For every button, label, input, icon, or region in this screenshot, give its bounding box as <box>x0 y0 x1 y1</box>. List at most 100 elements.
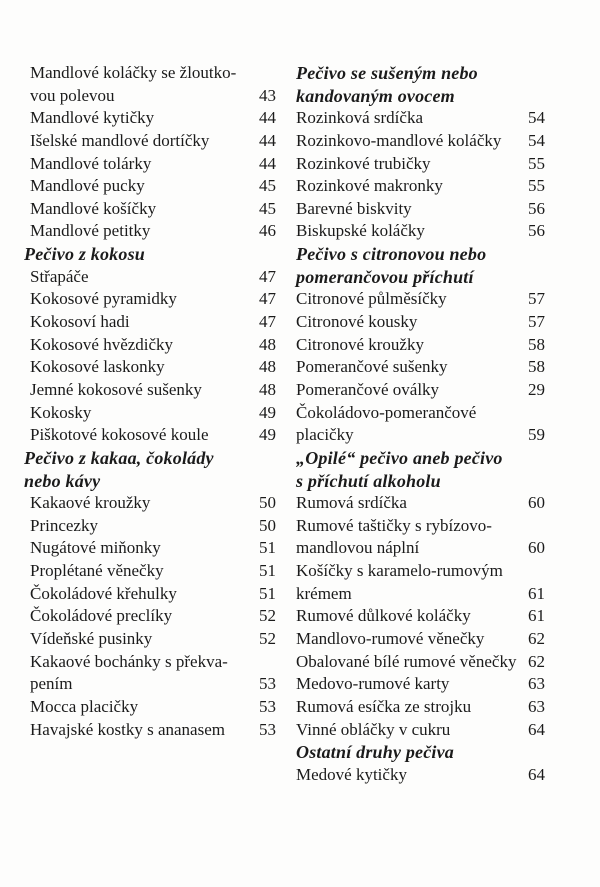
page-number: 63 <box>528 696 545 716</box>
entry-title: pením <box>30 674 73 694</box>
toc-entry: Mocca placičky 53 <box>30 696 276 719</box>
toc-entry: Proplétané věnečky 51 <box>30 560 276 583</box>
toc-entry: Nugátové miňonky 51 <box>30 537 276 560</box>
page-number: 51 <box>259 583 276 603</box>
page-number: 53 <box>259 719 276 739</box>
entry-title: Kokosové laskonky <box>30 357 165 377</box>
toc-entry: Barevné biskvity 56 <box>296 198 545 221</box>
toc-entry: Pomerančové sušenky 58 <box>296 356 545 379</box>
entry-title: Rozinkové makronky <box>296 176 443 196</box>
entry-title: Medovo-rumové karty <box>296 674 450 694</box>
page-number: 50 <box>259 493 276 513</box>
entry-title: Barevné biskvity <box>296 198 412 218</box>
page-number: 29 <box>528 379 545 399</box>
page-number: 57 <box>528 312 545 332</box>
entry-title: Mandlové košíčky <box>30 198 157 218</box>
entry-title: Vinné obláčky v cukru <box>296 719 451 739</box>
page-number: 55 <box>528 153 545 173</box>
toc-entry: Princezky 50 <box>30 515 276 538</box>
page-number: 45 <box>259 198 276 218</box>
entry-title: Kakaové kroužky <box>30 493 151 513</box>
entry-title: placičky <box>296 425 354 445</box>
toc-entry: Biskupské koláčky 56 <box>296 220 545 243</box>
section-heading: Pečivo z kokosu <box>24 243 276 266</box>
page-number: 61 <box>528 583 545 603</box>
entry-title: Rozinková srdíčka <box>296 108 423 128</box>
toc-entry: Rumová esíčka ze strojku 63 <box>296 696 545 719</box>
page-number: 56 <box>528 221 545 241</box>
entry-title: Kakaové bochánky s překva- <box>30 651 228 671</box>
page-number: 57 <box>528 289 545 309</box>
page-number: 48 <box>259 334 276 354</box>
page-number: 59 <box>528 425 545 445</box>
toc-column-left: Mandlové koláčky se žloutko-vou polevou 4… <box>24 62 276 741</box>
toc-entry: Vídeňské pusinky 52 <box>30 628 276 651</box>
entry-title: Citronové kousky <box>296 312 418 332</box>
page-number: 62 <box>528 651 545 671</box>
page-number: 49 <box>259 425 276 445</box>
toc-entry: Kokosoví hadi 47 <box>30 311 276 334</box>
page-number: 50 <box>259 515 276 535</box>
toc-entry: Mandlové kytičky 44 <box>30 107 276 130</box>
page-number: 58 <box>528 334 545 354</box>
page-number: 61 <box>528 606 545 626</box>
toc-entry: Mandlové pucky 45 <box>30 175 276 198</box>
entry-title: Rozinkovo-mandlové koláčky <box>296 130 502 150</box>
toc-entry: Čokoládové preclíky 52 <box>30 605 276 628</box>
toc-entry: Mandlové košíčky 45 <box>30 198 276 221</box>
entry-title: Pomerančové oválky <box>296 379 440 399</box>
toc-entry: vou polevou 43 <box>30 85 276 108</box>
page-number: 60 <box>528 538 545 558</box>
entry-title: Rumová srdíčka <box>296 493 407 513</box>
entry-title: Mandlové kytičky <box>30 108 155 128</box>
page-number: 44 <box>259 108 276 128</box>
toc-entry: Kakaové kroužky 50 <box>30 492 276 515</box>
entry-title: Obalované bílé rumové věnečky <box>296 651 517 671</box>
entry-title: Vídeňské pusinky <box>30 629 153 649</box>
toc-entry: placičky 59 <box>296 424 545 447</box>
toc-entry: Kokosové pyramidky 47 <box>30 288 276 311</box>
page-number: 63 <box>528 674 545 694</box>
toc-entry: Mandlové tolárky 44 <box>30 153 276 176</box>
entry-title: Piškotové kokosové koule <box>30 425 209 445</box>
section-heading-text: „Opilé“ pečivo aneb pečivo <box>296 447 503 468</box>
page-number: 47 <box>259 312 276 332</box>
toc-entry: Kokosové laskonky 48 <box>30 356 276 379</box>
section-heading-text: pomerančovou příchutí <box>296 266 474 287</box>
section-heading: nebo kávy <box>24 470 276 493</box>
entry-title: Biskupské koláčky <box>296 221 425 241</box>
toc-entry: Rozinkovo-mandlové koláčky 54 <box>296 130 545 153</box>
entry-title: Citronové kroužky <box>296 334 424 354</box>
page-number: 52 <box>259 629 276 649</box>
toc-entry: Citronové kroužky 58 <box>296 334 545 357</box>
entry-title: Kokosoví hadi <box>30 312 130 332</box>
page-number: 64 <box>528 719 545 739</box>
section-heading: pomerančovou příchutí <box>296 266 545 289</box>
toc-entry: Medovo-rumové karty 63 <box>296 673 545 696</box>
entry-title: Medové kytičky <box>296 764 407 784</box>
toc-entry: Medové kytičky 64 <box>296 764 545 787</box>
toc-entry: Mandlové petitky 46 <box>30 220 276 243</box>
toc-entry: Košíčky s karamelo-rumovým <box>296 560 545 583</box>
page-number: 48 <box>259 379 276 399</box>
toc-entry: Jemné kokosové sušenky 48 <box>30 379 276 402</box>
page-number: 43 <box>259 85 276 105</box>
page-number: 44 <box>259 153 276 173</box>
section-heading: „Opilé“ pečivo aneb pečivo <box>296 447 545 470</box>
section-heading-text: Pečivo se sušeným nebo <box>296 63 478 83</box>
toc-entry: Rumové taštičky s rybízovo- <box>296 515 545 538</box>
entry-title: Kokosové pyramidky <box>30 289 177 309</box>
toc-entry: Střapáče 47 <box>30 266 276 289</box>
toc-entry: Pomerančové oválky 29 <box>296 379 545 402</box>
toc-entry: Kokosky 49 <box>30 402 276 425</box>
page-number: 53 <box>259 674 276 694</box>
entry-title: Čokoládové křehulky <box>30 583 177 603</box>
toc-entry: Obalované bílé rumové věnečky 62 <box>296 651 545 674</box>
section-heading-text: nebo kávy <box>24 470 101 491</box>
section-heading-text: kandovaným ovocem <box>296 85 455 106</box>
entry-title: Mandlové tolárky <box>30 153 152 173</box>
toc-entry: Kakaové bochánky s překva- <box>30 651 276 674</box>
page-number: 51 <box>259 561 276 581</box>
section-heading-text: Pečivo z kakaa, čokolády <box>24 447 214 468</box>
entry-title: vou polevou <box>30 85 115 105</box>
